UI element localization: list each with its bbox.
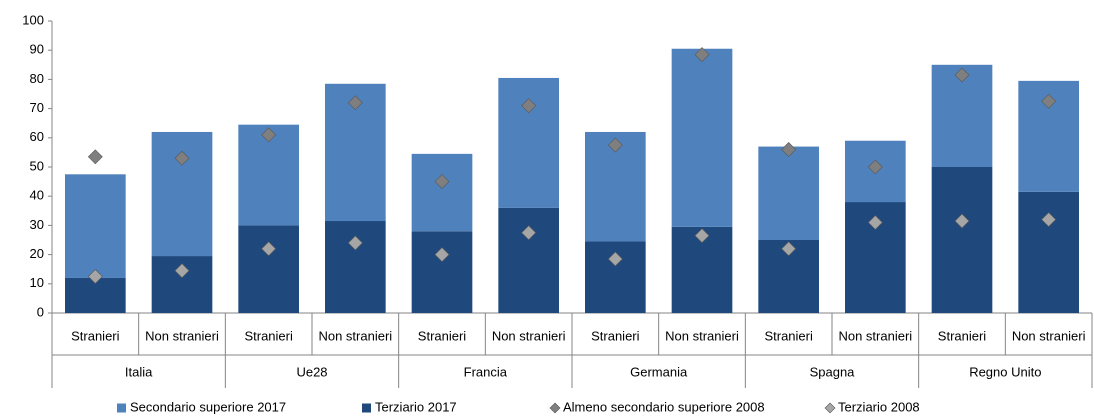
legend-label: Terziario 2017 — [375, 399, 457, 414]
y-tick-label: 50 — [30, 158, 44, 173]
x-tick-label: Non stranieri — [318, 328, 392, 343]
group-label: Francia — [464, 364, 508, 379]
legend-label: Almeno secondario superiore 2008 — [563, 399, 765, 414]
x-tick-label: Non stranieri — [665, 328, 739, 343]
x-tick-label: Non stranieri — [838, 328, 912, 343]
x-tick-label: Stranieri — [764, 328, 813, 343]
bar-segment — [325, 221, 386, 313]
marker — [607, 137, 623, 153]
marker — [434, 247, 450, 263]
marker — [347, 95, 363, 111]
bar-segment — [498, 207, 559, 313]
bar-segment — [758, 146, 819, 240]
marker — [1041, 212, 1057, 227]
bar-segment — [411, 153, 473, 232]
marker — [781, 142, 797, 157]
legend-swatch — [549, 402, 561, 414]
marker — [261, 127, 277, 143]
x-tick-label: Non stranieri — [492, 328, 566, 343]
legend-swatch — [117, 403, 126, 413]
marker — [954, 213, 970, 229]
legend-swatch — [362, 403, 371, 413]
marker — [174, 150, 190, 166]
legend-label: Terziario 2008 — [838, 399, 920, 414]
bar-segment — [1018, 191, 1079, 313]
group-label: Spagna — [810, 364, 856, 379]
marker — [694, 47, 710, 63]
marker — [867, 215, 883, 230]
x-tick-label: Stranieri — [591, 328, 640, 343]
legend-label: Secondario superiore 2017 — [130, 399, 286, 414]
bar-segment — [65, 174, 126, 278]
y-tick-label: 100 — [22, 12, 44, 27]
bar-segment — [151, 131, 213, 257]
y-tick-label: 40 — [30, 188, 44, 203]
y-tick-label: 60 — [30, 129, 44, 144]
bar-segment — [671, 48, 733, 227]
y-tick-label: 90 — [30, 42, 44, 57]
x-tick-label: Non stranieri — [1012, 328, 1086, 343]
y-tick-label: 20 — [30, 246, 44, 261]
marker — [174, 263, 190, 279]
marker — [521, 98, 537, 114]
marker — [87, 149, 103, 165]
marker — [434, 174, 450, 190]
y-tick-label: 0 — [37, 304, 44, 319]
bar-segment — [411, 231, 473, 313]
marker — [1041, 93, 1057, 109]
x-tick-label: Stranieri — [244, 328, 293, 343]
x-tick-label: Stranieri — [71, 328, 120, 343]
bar-segment — [238, 225, 299, 313]
group-label: Germania — [630, 364, 688, 379]
bar-segment — [498, 77, 559, 208]
marker — [261, 241, 277, 257]
marker — [781, 241, 797, 257]
x-tick-label: Non stranieri — [145, 328, 219, 343]
marker — [867, 159, 883, 175]
y-tick-label: 70 — [30, 100, 44, 115]
marker — [954, 67, 970, 83]
group-label: Regno Unito — [969, 364, 1041, 379]
marker — [87, 269, 103, 284]
marker — [607, 251, 623, 267]
y-tick-label: 10 — [30, 275, 44, 290]
legend-swatch — [824, 402, 836, 414]
marker — [694, 228, 710, 244]
y-tick-label: 30 — [30, 217, 44, 232]
group-label: Italia — [125, 364, 153, 379]
group-label: Ue28 — [296, 364, 327, 379]
bar-segment — [931, 167, 993, 313]
marker — [521, 225, 537, 241]
x-tick-label: Stranieri — [938, 328, 987, 343]
x-tick-label: Stranieri — [418, 328, 467, 343]
marker — [347, 235, 363, 251]
y-tick-label: 80 — [30, 71, 44, 86]
